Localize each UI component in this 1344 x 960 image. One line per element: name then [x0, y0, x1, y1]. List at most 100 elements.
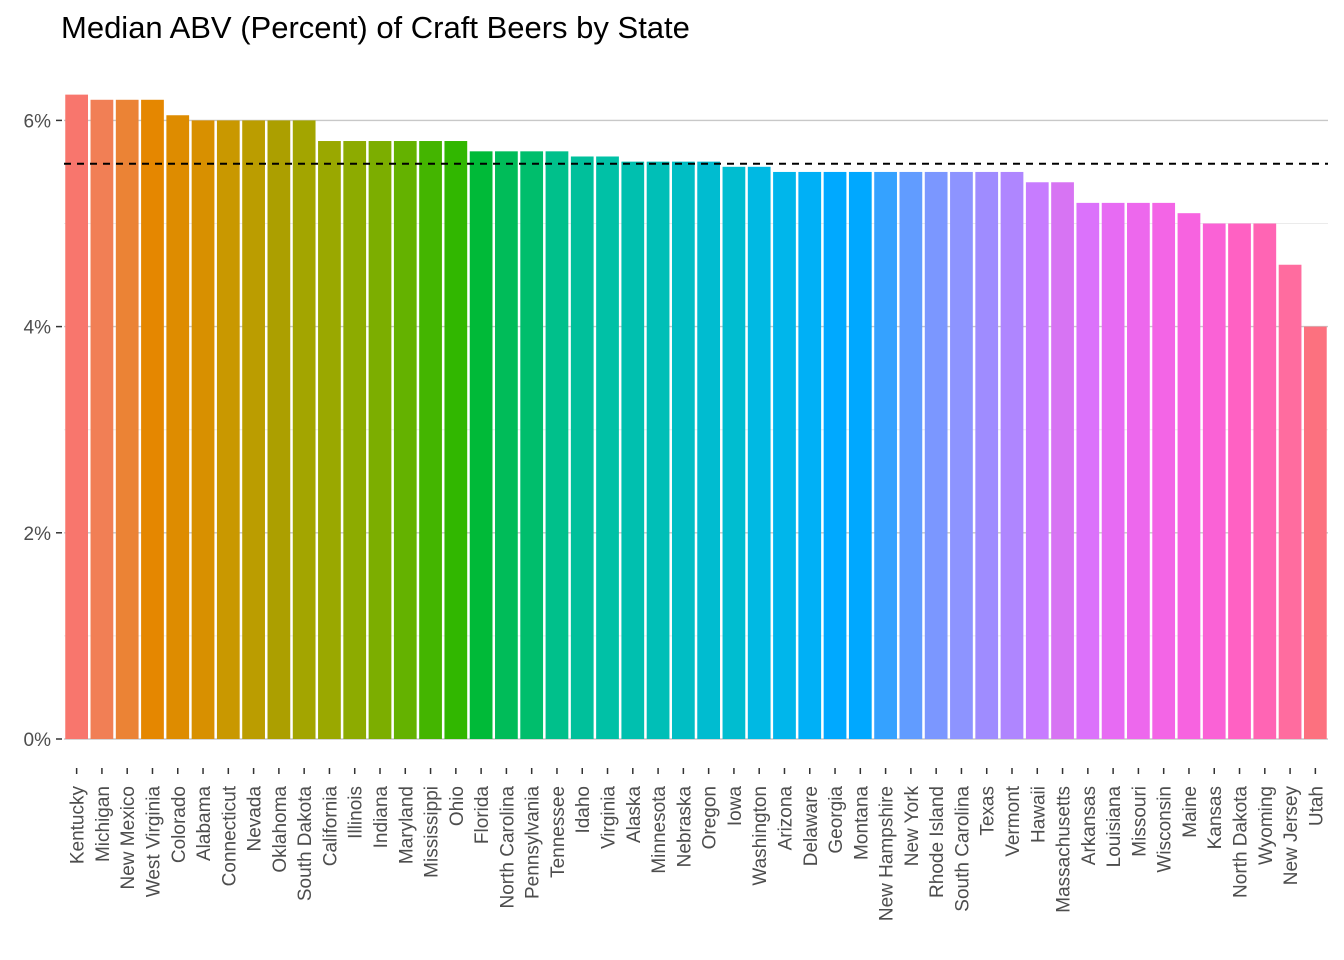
x-tick-label: Michigan	[93, 786, 114, 862]
bar-virginia	[596, 156, 619, 740]
x-tick-label: Alabama	[194, 786, 215, 861]
bar-alaska	[621, 161, 645, 739]
x-tick-label: Arizona	[775, 786, 796, 851]
bar-west-virginia	[141, 99, 164, 739]
x-tick-label: Arkansas	[1079, 786, 1100, 865]
x-tick-label: Washington	[750, 786, 771, 886]
x-tick-label: Rhode Island	[927, 786, 948, 898]
y-axis: 0% 2% 4% 6%	[24, 111, 62, 751]
bar-utah	[1303, 326, 1327, 739]
bar-indiana	[368, 141, 392, 739]
bar-massachusetts	[1051, 182, 1074, 739]
bar-new-mexico	[115, 99, 139, 739]
x-tick-label: Maine	[1180, 786, 1201, 838]
bar-ohio	[444, 141, 468, 739]
x-tick-label: Pennsylvania	[523, 786, 544, 899]
x-tick-label: Georgia	[826, 786, 847, 854]
x-tick-label: Colorado	[169, 786, 190, 863]
x-tick-label: Minnesota	[649, 786, 670, 874]
bar-new-hampshire	[874, 171, 897, 739]
bar-california	[318, 141, 341, 739]
x-tick-label: New York	[902, 786, 923, 867]
x-tick-label: Virginia	[599, 786, 620, 849]
bar-florida	[469, 151, 493, 739]
x-tick-label: West Virginia	[143, 786, 164, 898]
bar-new-jersey	[1278, 264, 1302, 739]
x-tick-label: Massachusetts	[1054, 786, 1075, 913]
x-tick-label: Wyoming	[1256, 786, 1277, 865]
bar-mississippi	[419, 141, 442, 739]
bar-north-dakota	[1228, 223, 1251, 739]
x-tick-label: Alaska	[624, 786, 645, 843]
x-tick-label: Connecticut	[219, 785, 240, 886]
x-tick-label: Ohio	[447, 786, 468, 826]
bar-missouri	[1127, 202, 1150, 739]
x-tick-label: Montana	[851, 786, 872, 860]
bar-iowa	[722, 166, 746, 740]
bar-south-carolina	[950, 171, 973, 739]
x-tick-label: Hawaii	[1028, 786, 1049, 843]
bar-oregon	[697, 161, 721, 739]
bar-wyoming	[1253, 223, 1277, 739]
x-tick-label: Delaware	[801, 786, 822, 866]
bar-delaware	[798, 171, 822, 739]
x-tick-label: Nebraska	[674, 786, 695, 868]
x-tick-label: Missouri	[1129, 786, 1150, 857]
x-tick-label: South Carolina	[952, 786, 973, 912]
bar-new-york	[899, 171, 923, 739]
bar-south-dakota	[292, 120, 316, 739]
bar-rhode-island	[924, 171, 948, 739]
bar-michigan	[90, 99, 114, 739]
y-tick-label: 6%	[24, 111, 52, 132]
x-tick-label: Maryland	[396, 786, 417, 864]
x-tick-label: Idaho	[573, 786, 594, 834]
x-tick-label: Illinois	[346, 786, 367, 839]
x-tick-label: New Hampshire	[877, 786, 898, 921]
x-tick-label: Indiana	[371, 786, 392, 849]
x-tick-label: North Carolina	[497, 786, 518, 909]
bar-maine	[1177, 213, 1201, 739]
bar-arizona	[773, 171, 796, 739]
bar-washington	[747, 166, 771, 740]
x-tick-label: Kansas	[1205, 786, 1226, 849]
x-tick-label: Utah	[1306, 786, 1327, 826]
bar-vermont	[1000, 171, 1024, 739]
bar-wisconsin	[1152, 202, 1176, 739]
x-tick-label: North Dakota	[1231, 786, 1252, 898]
bars	[65, 94, 1327, 740]
x-tick-label: Oklahoma	[270, 786, 291, 873]
x-axis: Kentucky Michigan New Mexico West Virginia C…	[68, 768, 1327, 921]
bar-colorado	[166, 115, 190, 739]
bar-illinois	[343, 141, 367, 739]
x-tick-label: Vermont	[1003, 785, 1024, 856]
bar-pennsylvania	[520, 151, 544, 739]
bar-maryland	[393, 141, 417, 739]
bar-montana	[848, 171, 872, 739]
bar-nebraska	[671, 161, 695, 739]
y-tick-label: 4%	[24, 318, 52, 339]
x-tick-label: Mississippi	[422, 786, 443, 878]
x-tick-label: New Mexico	[118, 786, 139, 889]
bar-hawaii	[1025, 182, 1049, 739]
x-tick-label: Oregon	[700, 786, 721, 849]
x-tick-label: Wisconsin	[1155, 786, 1176, 873]
x-tick-label: Florida	[472, 786, 493, 845]
bar-alabama	[191, 120, 215, 739]
x-tick-label: Texas	[978, 786, 999, 836]
bar-oklahoma	[267, 120, 291, 739]
bar-north-carolina	[495, 151, 518, 739]
x-tick-label: Nevada	[245, 786, 266, 852]
bar-minnesota	[646, 161, 670, 739]
x-tick-label: Louisiana	[1104, 786, 1125, 868]
bar-arkansas	[1076, 202, 1100, 739]
bar-idaho	[570, 156, 594, 740]
bar-georgia	[823, 171, 847, 739]
bar-texas	[975, 171, 999, 739]
chart-title: Median ABV (Percent) of Craft Beers by S…	[61, 10, 690, 45]
x-tick-label: California	[320, 786, 341, 867]
bar-nevada	[242, 120, 265, 739]
bar-kansas	[1202, 223, 1226, 739]
x-tick-label: New Jersey	[1281, 786, 1302, 886]
x-tick-label: Kentucky	[68, 786, 89, 865]
